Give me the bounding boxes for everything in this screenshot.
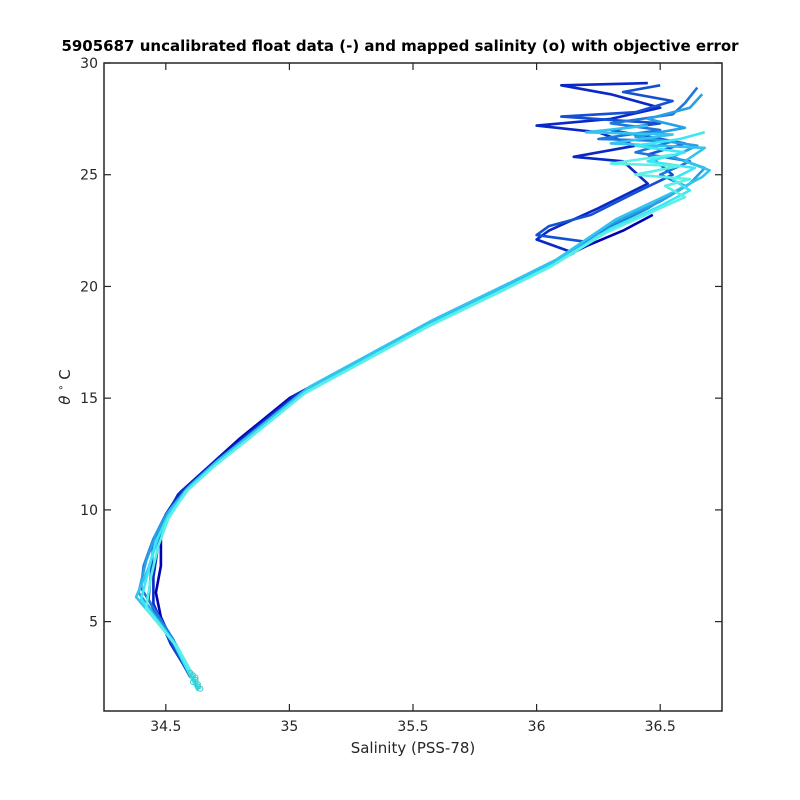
y-tick-label-3: 15 bbox=[80, 391, 98, 407]
mapped-salinity-point-7 bbox=[194, 683, 201, 690]
y-tick-label-4: 20 bbox=[80, 279, 98, 295]
x-axis-label: Salinity (PSS-78) bbox=[351, 739, 476, 757]
y-tick-label-6: 30 bbox=[80, 56, 98, 72]
y-axis-label-degree: ∘ bbox=[56, 385, 67, 391]
y-axis: 5 10 15 20 25 30 bbox=[80, 56, 722, 631]
mapped-salinity-point-3 bbox=[194, 681, 201, 688]
mapped-salinity-point-8 bbox=[190, 679, 196, 685]
y-tick-label-2: 10 bbox=[80, 503, 98, 519]
mapped-salinity-layer bbox=[187, 670, 204, 692]
plot-area bbox=[104, 63, 722, 711]
x-tick-label-4: 36 bbox=[528, 719, 546, 735]
mapped-salinity-point-5 bbox=[187, 670, 194, 676]
y-tick-label-5: 25 bbox=[80, 168, 98, 184]
x-axis: 34.5 35 35.5 36 36.5 bbox=[150, 63, 676, 735]
series-layer bbox=[134, 81, 711, 692]
y-axis-label: θ ∘ C bbox=[50, 369, 74, 405]
x-tick-label-5: 36.5 bbox=[645, 719, 676, 735]
y-tick-label-1: 5 bbox=[89, 615, 98, 631]
svg-text:θ ∘ C: θ ∘ C bbox=[50, 369, 74, 405]
chart-title: 5905687 uncalibrated float data (-) and … bbox=[61, 37, 739, 55]
y-axis-label-unit: C bbox=[56, 369, 74, 379]
x-tick-label-1: 34.5 bbox=[150, 719, 181, 735]
mapped-salinity-point-6 bbox=[192, 674, 199, 681]
y-axis-label-symbol: θ bbox=[56, 396, 74, 405]
x-tick-label-3: 35.5 bbox=[397, 719, 428, 735]
float-profile-line-8 bbox=[144, 153, 692, 690]
x-tick-label-2: 35 bbox=[280, 719, 298, 735]
